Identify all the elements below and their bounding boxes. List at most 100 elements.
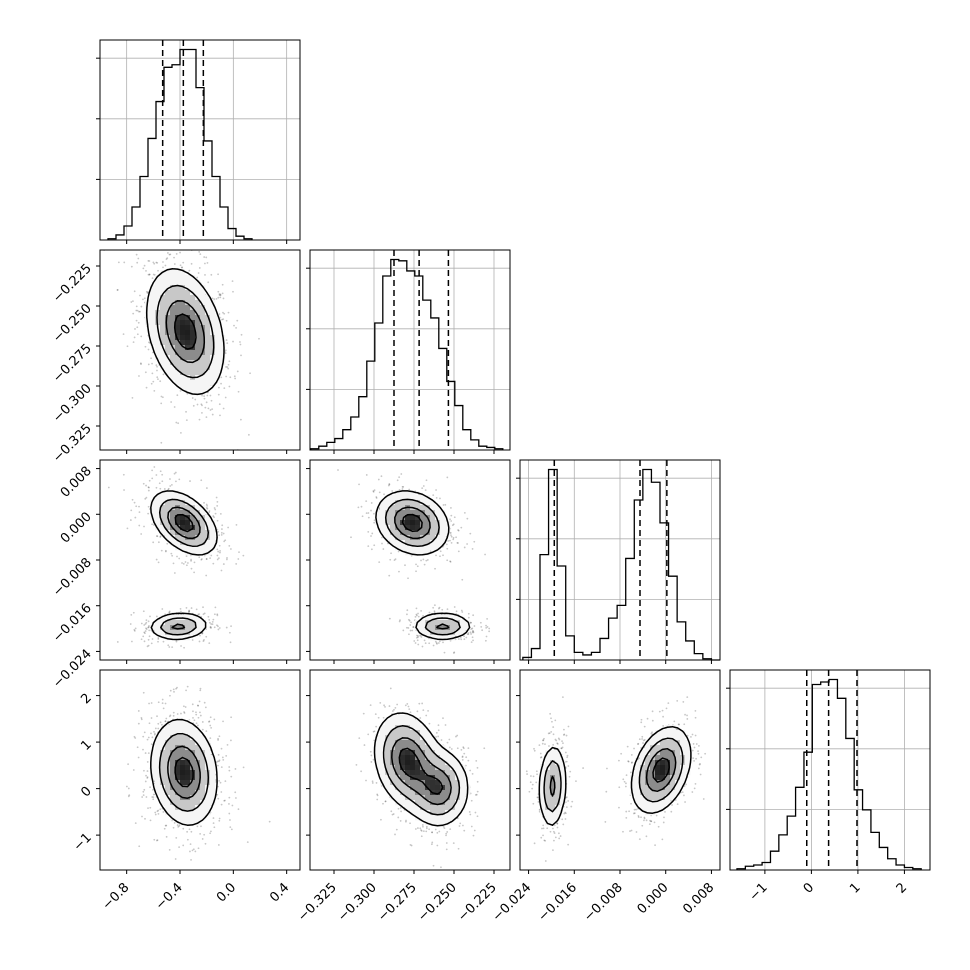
sample-point: [161, 702, 164, 705]
sample-point: [194, 850, 197, 853]
sample-point: [199, 711, 201, 714]
sample-point: [126, 527, 129, 530]
density-cell: [185, 755, 191, 761]
density-cell: [185, 315, 191, 321]
density-cell: [450, 625, 456, 631]
sample-point: [147, 486, 150, 489]
sample-point: [153, 466, 156, 468]
density-cell: [195, 790, 201, 796]
sample-point: [170, 401, 173, 403]
sample-point: [470, 628, 473, 630]
sample-point: [169, 478, 171, 480]
sample-point: [419, 827, 422, 830]
density-cell: [190, 500, 196, 506]
density-cell: [190, 285, 196, 291]
sample-point: [205, 401, 208, 404]
sample-point: [122, 473, 125, 476]
sample-point: [469, 631, 472, 634]
density-cell: [380, 525, 386, 531]
sample-point: [416, 614, 418, 617]
sample-point: [375, 496, 378, 498]
sample-point: [132, 769, 135, 771]
sample-point: [208, 720, 211, 723]
sample-point: [229, 641, 232, 644]
density-cell: [390, 495, 396, 501]
density-cell: [170, 270, 176, 276]
sample-point: [365, 779, 367, 782]
sample-point: [402, 629, 405, 632]
histogram-1: [310, 258, 504, 450]
sample-point: [146, 770, 149, 772]
density-cell: [185, 815, 191, 821]
density-cell: [175, 740, 181, 746]
density-cell: [210, 795, 216, 801]
sample-point: [228, 812, 231, 815]
density-cell: [175, 280, 181, 286]
sample-point: [258, 337, 260, 340]
density-cell: [175, 370, 181, 376]
sample-point: [146, 738, 149, 741]
density-cell: [155, 515, 161, 521]
density-cell: [180, 310, 186, 316]
sample-point: [438, 830, 441, 833]
sample-point: [236, 370, 239, 373]
sample-point: [363, 744, 366, 746]
sample-point: [210, 623, 213, 625]
sample-point: [138, 524, 141, 527]
sample-point: [442, 717, 444, 720]
sample-point: [388, 483, 391, 486]
sample-point: [218, 534, 221, 537]
density-cell: [385, 530, 391, 536]
sample-point: [164, 702, 167, 705]
density-cell: [405, 530, 411, 536]
density-cell: [210, 770, 216, 776]
density-cell: [180, 280, 186, 286]
density-cell: [205, 805, 211, 811]
sample-point: [193, 561, 196, 564]
density-cell: [395, 505, 401, 511]
sample-point: [410, 844, 413, 847]
density-cell: [190, 540, 196, 546]
density-cell: [425, 500, 431, 506]
sample-point: [188, 269, 191, 272]
density-cell: [155, 300, 161, 306]
sample-point: [162, 640, 165, 643]
sample-point: [463, 638, 466, 641]
density-cell: [205, 545, 211, 551]
density-cell: [375, 520, 381, 526]
density-cell: [150, 335, 156, 341]
density-cell: [205, 330, 211, 336]
density-cell: [155, 620, 161, 626]
density-cell: [200, 510, 206, 516]
density-cell: [210, 775, 216, 781]
sample-point: [201, 412, 203, 414]
sample-point: [176, 824, 179, 826]
density-cell: [425, 615, 431, 621]
sample-point: [373, 519, 376, 522]
density-cell: [165, 535, 171, 541]
sample-point: [197, 724, 199, 727]
sample-point: [218, 780, 221, 782]
density-cell: [220, 355, 226, 361]
sample-point: [463, 512, 466, 514]
sample-point: [182, 705, 185, 708]
sample-point: [237, 558, 240, 560]
density-cell: [200, 345, 206, 351]
density-cell: [165, 275, 171, 281]
sample-point: [225, 626, 228, 629]
sample-point: [148, 635, 151, 638]
density-cell: [445, 530, 451, 536]
density-cell: [170, 760, 176, 766]
density-cell: [150, 325, 156, 331]
density-cell: [200, 535, 206, 541]
density-cell: [375, 515, 381, 521]
density-cell: [175, 725, 181, 731]
density-cell: [175, 500, 181, 506]
sample-point: [137, 710, 140, 712]
density-cell: [190, 795, 196, 801]
density-cell: [425, 630, 431, 636]
sample-point: [180, 266, 183, 269]
sample-point: [424, 642, 427, 645]
density-cell: [150, 765, 156, 771]
contour-level-0: [150, 490, 218, 641]
